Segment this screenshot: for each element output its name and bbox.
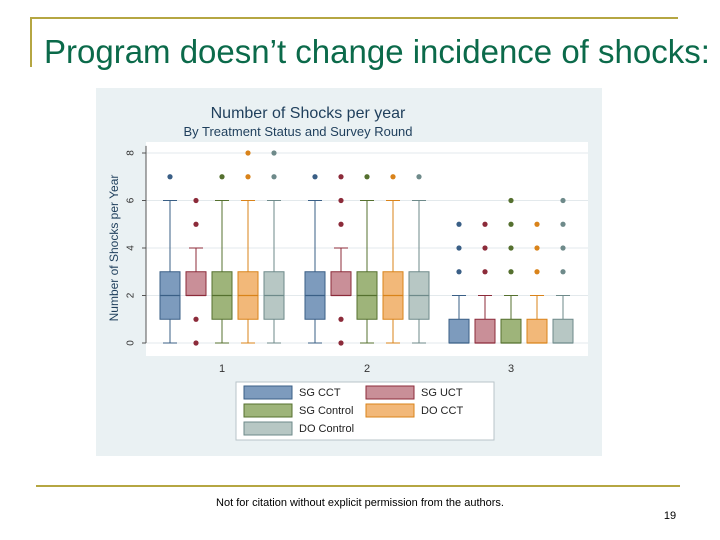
outlier-point — [534, 221, 540, 227]
outlier-point — [219, 174, 225, 180]
box — [552, 318, 574, 344]
chart-subtitle: By Treatment Status and Survey Round — [183, 124, 412, 139]
outlier-point — [271, 174, 277, 180]
outlier-point — [534, 245, 540, 251]
legend-label: SG Control — [299, 405, 353, 417]
legend-swatch — [243, 421, 293, 436]
x-tick-label: 3 — [508, 363, 514, 375]
box — [448, 318, 470, 344]
box — [526, 318, 548, 344]
x-tick-label: 2 — [364, 363, 370, 375]
outlier-point — [508, 245, 514, 251]
outlier-point — [560, 269, 566, 275]
outlier-point — [508, 269, 514, 275]
y-axis-label: Number of Shocks per Year — [107, 175, 121, 322]
box — [330, 271, 352, 296]
outlier-point — [338, 197, 344, 204]
box — [185, 271, 207, 296]
legend-label: DO Control — [299, 423, 354, 435]
outlier-point — [338, 174, 344, 180]
outlier-point — [338, 340, 344, 346]
outlier-point — [193, 197, 199, 204]
top-rule — [30, 17, 678, 19]
outlier-point — [245, 174, 251, 180]
outlier-point — [560, 197, 566, 204]
outlier-point — [508, 197, 514, 204]
box — [500, 318, 522, 344]
y-tick-label: 2 — [126, 292, 137, 298]
outlier-point — [338, 316, 344, 322]
outlier-point — [312, 174, 318, 180]
outlier-point — [390, 174, 396, 180]
outlier-point — [364, 174, 370, 180]
outlier-point — [456, 245, 462, 251]
box-plot-chart: Number of Shocks per year By Treatment St… — [107, 105, 588, 441]
outlier-point — [482, 245, 488, 251]
legend-label: SG CCT — [299, 387, 341, 399]
y-tick-label: 6 — [126, 197, 137, 203]
legend-swatch — [365, 385, 415, 400]
outlier-point — [193, 340, 199, 346]
box — [474, 318, 496, 344]
outlier-point — [167, 174, 173, 180]
legend-swatch — [365, 403, 415, 418]
y-tick-label: 0 — [126, 340, 137, 346]
legend-swatch — [243, 403, 293, 418]
outlier-point — [456, 221, 462, 227]
page-number: 19 — [663, 510, 677, 522]
outlier-point — [482, 269, 488, 275]
legend-label: DO CCT — [421, 405, 463, 417]
chart-panel: Number of Shocks per year By Treatment St… — [96, 88, 602, 456]
legend-swatch — [243, 385, 293, 400]
outlier-point — [456, 269, 462, 275]
outlier-point — [338, 221, 344, 227]
footer-note: Not for citation without explicit permis… — [216, 497, 504, 509]
x-tick-label: 1 — [219, 363, 225, 375]
outlier-point — [193, 316, 199, 322]
y-tick-label: 8 — [126, 150, 137, 156]
slide-title: Program doesn’t change incidence of shoc… — [44, 33, 710, 70]
outlier-point — [508, 221, 514, 227]
legend-label: SG UCT — [421, 387, 463, 399]
outlier-point — [482, 221, 488, 227]
outlier-point — [560, 221, 566, 227]
outlier-point — [271, 150, 277, 156]
bottom-rule — [36, 485, 680, 487]
chart-title: Number of Shocks per year — [211, 105, 406, 122]
left-rule — [30, 17, 32, 67]
outlier-point — [560, 245, 566, 251]
outlier-point — [193, 221, 199, 227]
outlier-point — [245, 150, 251, 156]
y-tick-label: 4 — [126, 245, 137, 251]
outlier-point — [416, 174, 422, 180]
outlier-point — [534, 269, 540, 275]
